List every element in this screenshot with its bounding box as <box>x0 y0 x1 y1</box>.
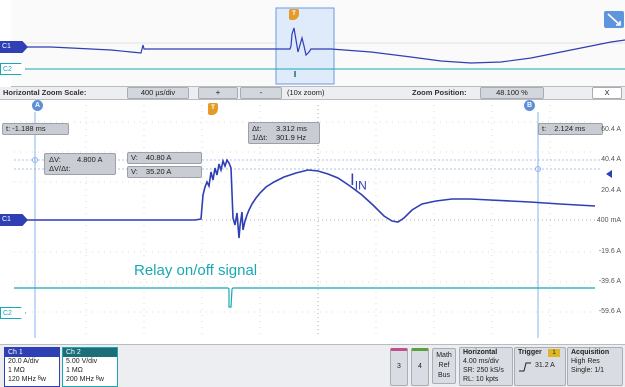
ch1-current-trace <box>14 158 596 239</box>
ch4-button[interactable]: 4 <box>411 348 429 386</box>
zoom-window <box>275 7 335 85</box>
zoom-position-value[interactable]: 48.100 % <box>480 87 544 99</box>
scale-label-5: -39.6 A <box>598 278 621 285</box>
ch2-settings-badge[interactable]: Ch 2 5.00 V/div 1 MΩ 200 MHz ᴮw <box>62 347 118 387</box>
zoom-close-button[interactable]: X <box>592 87 622 99</box>
scale-label-2: 20.4 A <box>601 187 621 194</box>
cursor-b-readout[interactable]: t: 2.124 ms <box>538 123 603 135</box>
rising-edge-icon <box>519 362 531 372</box>
trigger-level: 31.2 A <box>535 362 555 369</box>
ch2-relay-trace <box>14 287 595 308</box>
delta-v-value: 4.800 A <box>77 155 103 164</box>
overview-cursor-icon[interactable] <box>604 11 624 28</box>
v2-label: V: <box>131 167 138 176</box>
horizontal-settings[interactable]: Horizontal 4.00 ms/div SR: 250 kS/s RL: … <box>459 347 513 386</box>
ch2-settings-title: Ch 2 <box>63 348 117 357</box>
ch1-level-arrow <box>606 170 612 178</box>
ch1-settings-title: Ch 1 <box>5 348 59 357</box>
v1-value: 40.80 A <box>145 153 172 162</box>
inv-delta-t-value: 301.9 Hz <box>276 133 307 142</box>
ch1-settings-badge[interactable]: Ch 1 20.0 A/div 1 MΩ 120 MHz ᴮw <box>4 347 60 387</box>
cursor-b-time: 2.124 ms <box>554 124 586 133</box>
ch1-tag[interactable]: C1 <box>0 214 28 226</box>
overview-ch2-tag[interactable]: C2 <box>0 63 26 75</box>
ch2-settings-line3: 200 MHz ᴮw <box>66 376 104 383</box>
dv-dt-label: ΔV/Δt: <box>49 164 71 173</box>
cursor-a-marker[interactable]: A <box>32 100 43 111</box>
zoom-scale-label: Horizontal Zoom Scale: <box>3 88 87 97</box>
ch2-tag[interactable]: C2 <box>0 307 26 319</box>
v1-label: V: <box>131 153 138 162</box>
delta-v-readout[interactable]: ΔV: 4.800 A ΔV/Δt: <box>44 153 116 175</box>
scale-label-0: 60.4 A <box>601 126 621 133</box>
horizontal-sample-rate: SR: 250 kS/s <box>463 367 504 374</box>
delta-t-label: Δt: <box>252 124 262 133</box>
v2-value: 35.20 A <box>145 167 172 176</box>
bus-label: Bus <box>437 372 451 379</box>
trigger-position-marker[interactable]: T <box>208 103 218 115</box>
acquisition-title: Acquisition <box>571 349 610 356</box>
overview-ch1-tag[interactable]: C1 <box>0 41 28 53</box>
zoom-position-label: Zoom Position: <box>412 88 467 97</box>
zoom-in-button[interactable]: + <box>198 87 238 99</box>
v2-readout[interactable]: V: 35.20 A <box>127 166 202 178</box>
overview-trigger-marker[interactable]: T <box>289 9 299 20</box>
zoom-toolbar: Horizontal Zoom Scale: 400 µs/div + - (1… <box>0 87 625 100</box>
inv-delta-t-label: 1/Δt: <box>252 133 268 142</box>
zoom-scale-value[interactable]: 400 µs/div <box>127 87 189 99</box>
overview-ch1-trace <box>11 27 625 64</box>
delta-t-readout[interactable]: Δt: 3.312 ms 1/Δt: 301.9 Hz <box>248 122 320 144</box>
acquisition-mode: High Res <box>571 358 600 365</box>
ch1-settings-line2: 1 MΩ <box>8 367 25 374</box>
horizontal-scale: 4.00 ms/div <box>463 358 499 365</box>
math-label: Math <box>436 352 452 359</box>
zoom-out-button[interactable]: - <box>240 87 282 99</box>
scale-label-3: 400 mA <box>596 217 621 224</box>
cursor-a-time: -1.188 ms <box>12 124 46 133</box>
scale-label-1: 40.4 A <box>601 156 621 163</box>
scale-label-6: -59.6 A <box>598 308 621 315</box>
ch2-settings-line2: 1 MΩ <box>66 367 83 374</box>
overview-waveforms <box>11 7 625 85</box>
ref-label: Ref <box>438 362 450 369</box>
delta-v-label: ΔV: <box>49 155 61 164</box>
overview-panel[interactable]: T <box>11 0 625 87</box>
main-waveform-canvas <box>14 105 612 338</box>
trigger-source-badge: 1 <box>548 349 560 357</box>
zoom-factor: (10x zoom) <box>287 88 325 97</box>
current-annotation: IIN <box>350 170 367 192</box>
ch1-settings-line1: 20.0 A/div <box>8 358 39 365</box>
ch2-settings-line1: 5.00 V/div <box>66 358 98 365</box>
acquisition-settings[interactable]: Acquisition High Res Single: 1/1 <box>567 347 623 386</box>
cursor-a-prefix: t: <box>6 124 11 133</box>
acquisition-count: Single: 1/1 <box>571 367 605 374</box>
current-annotation-symbol: I <box>350 170 355 189</box>
horizontal-record-length: RL: 10 kpts <box>463 376 499 383</box>
scale-label-4: -19.6 A <box>598 248 621 255</box>
cursor-b-marker[interactable]: B <box>524 100 535 111</box>
status-bar: Ch 1 20.0 A/div 1 MΩ 120 MHz ᴮw Ch 2 5.0… <box>0 344 625 387</box>
main-waveform-panel[interactable]: A B T t: -1.188 ms t: 2.124 ms Δt: 3.312… <box>0 100 625 340</box>
v1-readout[interactable]: V: 40.80 A <box>127 152 202 164</box>
delta-t-value: 3.312 ms <box>276 124 307 133</box>
trigger-settings[interactable]: Trigger 1 31.2 A <box>514 347 566 386</box>
cursor-b-prefix: t: <box>542 124 547 133</box>
cursor-a-readout[interactable]: t: -1.188 ms <box>2 123 69 135</box>
math-ref-bus-button[interactable]: Math Ref Bus <box>432 348 456 384</box>
trigger-title: Trigger <box>518 349 542 356</box>
ch1-settings-line3: 120 MHz ᴮw <box>8 376 46 383</box>
ch3-button[interactable]: 3 <box>390 348 408 386</box>
current-annotation-subscript: IN <box>354 178 367 193</box>
relay-annotation: Relay on/off signal <box>134 262 258 279</box>
horizontal-title: Horizontal <box>463 349 498 356</box>
